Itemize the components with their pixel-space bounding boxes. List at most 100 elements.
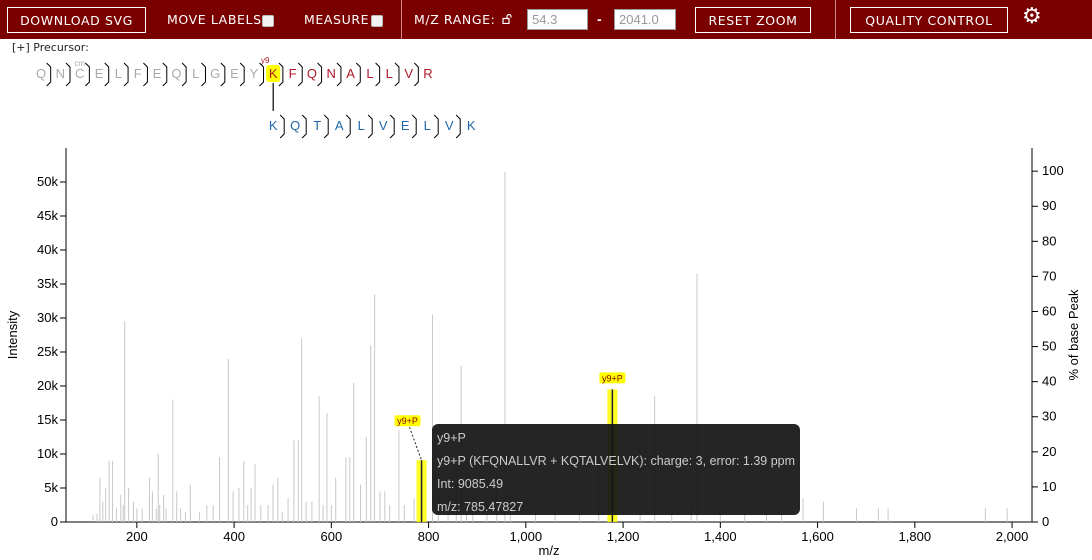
fragment-marker <box>104 62 110 87</box>
fragment-marker <box>433 114 439 139</box>
fragment-marker <box>181 62 187 87</box>
y2-tick-label: 60 <box>1042 303 1056 318</box>
fragment-marker <box>278 62 284 87</box>
alpha-residue: E <box>230 66 239 81</box>
alpha-residue: G <box>210 66 220 81</box>
beta-residue: L <box>358 118 365 133</box>
mz-range-label: M/Z RANGE: <box>414 12 496 27</box>
y-tick-label: 10k <box>37 446 58 461</box>
download-svg-button[interactable]: DOWNLOAD SVG <box>7 7 146 33</box>
beta-residue: K <box>467 118 476 133</box>
beta-residue: K <box>269 118 278 133</box>
alpha-residue: V <box>404 66 413 81</box>
y-tick-label: 40k <box>37 242 58 257</box>
x-tick-label: 2,000 <box>996 529 1029 544</box>
y-tick-label: 0 <box>51 514 58 529</box>
alpha-residue: L <box>386 66 393 81</box>
alpha-residue: R <box>423 66 432 81</box>
fragment-marker <box>389 114 395 139</box>
reset-zoom-button[interactable]: RESET ZOOM <box>695 7 811 33</box>
y-tick-label: 15k <box>37 412 58 427</box>
x-tick-label: 1,200 <box>607 529 640 544</box>
alpha-residue: Y <box>250 66 259 81</box>
alpha-residue: C <box>75 66 84 81</box>
y2-tick-label: 10 <box>1042 479 1056 494</box>
move-labels-checkbox[interactable] <box>262 15 274 27</box>
fragment-marker <box>239 62 245 87</box>
alpha-residue: N <box>56 66 65 81</box>
fragment-marker <box>162 62 168 87</box>
y-tick-label: 25k <box>37 344 58 359</box>
measure-label: MEASURE <box>304 12 370 27</box>
fragment-marker <box>355 62 361 87</box>
y2-tick-label: 100 <box>1042 163 1064 178</box>
x-tick-label: 1,600 <box>801 529 834 544</box>
peak-label: y9+P <box>602 373 623 383</box>
alpha-residue: A <box>346 66 355 81</box>
tooltip-title: y9+P <box>437 431 466 445</box>
alpha-residue: L <box>192 66 199 81</box>
y-tick-label: 5k <box>44 480 58 495</box>
beta-residue: L <box>424 118 431 133</box>
y2-tick-label: 20 <box>1042 444 1056 459</box>
x-axis-label: m/z <box>539 543 560 558</box>
peak-tooltip: y9+P y9+P (KFQNALLVR + KQTALVELVK): char… <box>432 424 800 515</box>
y-axis-label: Intensity <box>5 310 20 359</box>
y2-axis-label: % of base Peak <box>1066 289 1081 381</box>
alpha-residue: L <box>115 66 122 81</box>
alpha-residue: F <box>289 66 297 81</box>
fragment-marker <box>323 114 329 139</box>
beta-residue: V <box>379 118 388 133</box>
fragment-marker <box>345 114 351 139</box>
y2-tick-label: 70 <box>1042 268 1056 283</box>
fragment-marker <box>65 62 71 87</box>
fragment-marker <box>301 114 307 139</box>
measure-checkbox[interactable] <box>371 15 383 27</box>
fragment-marker <box>220 62 226 87</box>
x-tick-label: 200 <box>126 529 148 544</box>
fragment-marker <box>336 62 342 87</box>
fragment-marker <box>411 114 417 139</box>
y-tick-label: 45k <box>37 208 58 223</box>
fragment-marker <box>455 114 461 139</box>
mz-min-input[interactable] <box>527 9 588 30</box>
beta-residue: V <box>445 118 454 133</box>
x-tick-label: 1,000 <box>510 529 543 544</box>
fragment-marker <box>85 62 90 87</box>
peak-label: y9+P <box>397 416 418 426</box>
y2-tick-label: 90 <box>1042 198 1056 213</box>
alpha-residue: Q <box>171 66 181 81</box>
toolbar: DOWNLOAD SVG MOVE LABELS MEASURE M/Z RAN… <box>0 0 1092 39</box>
y2-tick-label: 80 <box>1042 233 1056 248</box>
alpha-residue: L <box>366 66 373 81</box>
fragment-marker <box>375 62 381 87</box>
lock-icon[interactable] <box>502 14 512 24</box>
tooltip-fragment-info: y9+P (KFQNALLVR + KQTALVELVK): charge: 3… <box>437 454 796 468</box>
y2-tick-label: 0 <box>1042 514 1049 529</box>
x-tick-label: 600 <box>320 529 342 544</box>
fragment-marker <box>297 62 303 87</box>
fragment-marker <box>201 62 206 87</box>
alpha-residue: N <box>327 66 336 81</box>
fragment-marker <box>123 62 129 87</box>
x-tick-label: 1,800 <box>899 529 932 544</box>
alpha-residue: Q <box>307 66 317 81</box>
peak-label-connector <box>409 427 423 461</box>
quality-control-button[interactable]: QUALITY CONTROL <box>850 7 1008 33</box>
gear-icon[interactable]: ⚙ <box>1022 4 1042 29</box>
modification-label: cm <box>74 59 85 68</box>
x-tick-label: 800 <box>418 529 440 544</box>
y2-tick-label: 40 <box>1042 374 1056 389</box>
precursor-toggle[interactable]: [+] Precursor: <box>12 41 89 54</box>
alpha-residue: E <box>95 66 104 81</box>
fragment-label: y9 <box>261 56 270 65</box>
alpha-residue: Q <box>36 66 46 81</box>
x-tick-label: 1,400 <box>704 529 737 544</box>
move-labels-label: MOVE LABELS <box>167 12 262 27</box>
beta-residue: T <box>313 118 321 133</box>
peak-label-highlight <box>394 415 421 427</box>
y-tick-label: 35k <box>37 276 58 291</box>
toolbar-divider <box>835 0 836 39</box>
mz-max-input[interactable] <box>614 9 676 30</box>
alpha-residue: E <box>153 66 162 81</box>
